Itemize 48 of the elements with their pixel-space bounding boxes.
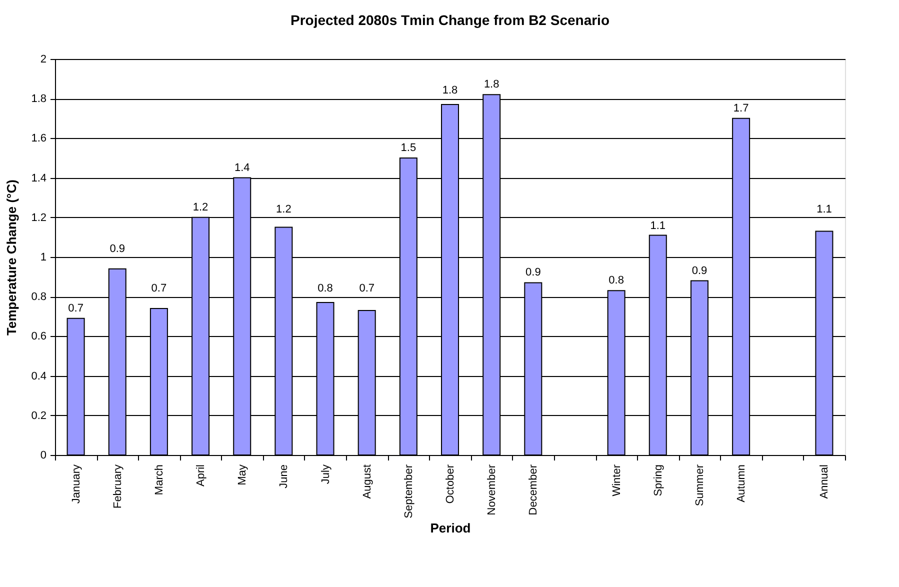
data-label: 1.5 — [400, 142, 416, 154]
x-tick-label: May — [236, 464, 249, 486]
x-tick-label: July — [320, 464, 332, 484]
x-tick-label: February — [112, 464, 124, 509]
data-label: 1.1 — [816, 203, 832, 216]
y-axis-title: Temperature Change (°C) — [4, 180, 20, 336]
y-tick-label: 1 — [40, 252, 46, 264]
data-label: 1.1 — [650, 220, 666, 232]
x-tick-label: March — [153, 464, 166, 496]
chart-title: Projected 2080s Tmin Change from B2 Scenario — [290, 12, 610, 28]
x-tick-label: November — [486, 464, 498, 516]
data-label: 1.4 — [234, 162, 250, 174]
y-tick-label: 0.8 — [31, 291, 46, 304]
x-tick-label: September — [402, 464, 415, 518]
data-label: 0.9 — [526, 266, 541, 279]
y-tick-label: 0.6 — [31, 330, 46, 343]
x-tick-label: January — [70, 464, 82, 504]
x-axis-title: Period — [430, 520, 471, 536]
y-tick-label: 0.4 — [31, 370, 46, 382]
x-tick-label: Winter — [610, 464, 623, 496]
data-label: 1.8 — [442, 84, 458, 97]
data-label: 0.9 — [110, 242, 126, 255]
data-label: 1.8 — [484, 78, 500, 91]
x-tick-label: Summer — [694, 464, 706, 506]
x-tick-label: October — [444, 464, 456, 504]
y-tick-label: 1.2 — [31, 212, 46, 224]
y-tick-label: 1.8 — [31, 93, 46, 106]
data-label: 1.2 — [192, 201, 208, 214]
data-label: 0.7 — [151, 282, 167, 294]
data-label: 1.7 — [733, 102, 749, 114]
x-tick-label: December — [528, 464, 540, 516]
x-tick-label: Autumn — [736, 464, 748, 502]
data-label: 1.2 — [276, 203, 292, 216]
data-label: 0.9 — [692, 264, 708, 277]
data-label: 0.7 — [359, 282, 374, 294]
x-tick-label: April — [195, 464, 208, 487]
x-tick-label: Spring — [652, 464, 664, 496]
x-tick-label: Annual — [818, 464, 831, 499]
y-tick-label: 2 — [40, 54, 46, 66]
y-tick-label: 1.4 — [31, 172, 46, 184]
y-tick-label: 1.6 — [31, 132, 46, 145]
y-tick-label: 0.2 — [31, 410, 46, 422]
data-label: 0.7 — [68, 302, 84, 314]
x-tick-label: June — [278, 464, 290, 488]
data-label: 0.8 — [318, 282, 333, 295]
y-tick-label: 0 — [40, 450, 46, 462]
x-tick-label: August — [361, 464, 374, 499]
data-label: 0.8 — [608, 274, 624, 287]
